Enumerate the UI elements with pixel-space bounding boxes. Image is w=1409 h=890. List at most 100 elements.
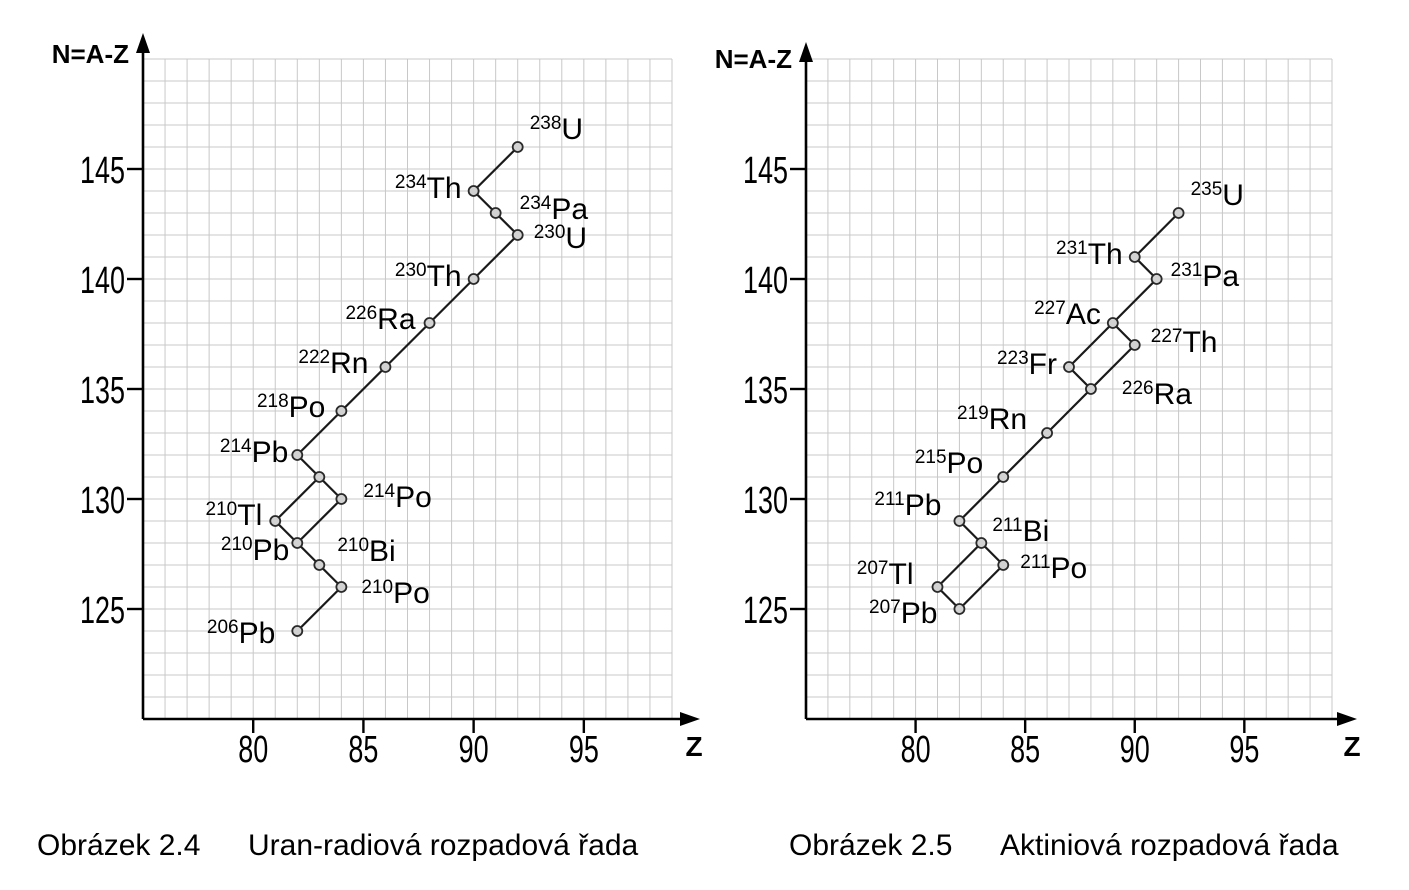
x-axis-title: Z — [685, 731, 702, 762]
data-point-207Tl — [931, 581, 944, 593]
element-symbol: Po — [1051, 552, 1088, 585]
data-point-230U — [511, 229, 524, 241]
mass-number: 214 — [220, 436, 252, 457]
x-tick-label-85: 85 — [348, 729, 378, 771]
nuclide-label-214Po: 214Po — [363, 481, 431, 514]
decay-line-214Bi-210Tl — [274, 476, 321, 522]
nuclide-label-215Po: 215Po — [915, 447, 983, 480]
element-symbol: Po — [289, 391, 326, 424]
nuclide-label-231Pa: 231Pa — [1171, 260, 1240, 293]
data-point-235U — [1172, 207, 1185, 219]
nuclide-label-219Rn: 219Rn — [957, 403, 1027, 436]
element-symbol: Tl — [889, 558, 914, 591]
decay-line-211Po-207Pb — [958, 564, 1005, 610]
mass-number: 215 — [915, 447, 947, 468]
grid — [142, 58, 673, 720]
y-axis-arrowhead — [799, 42, 813, 62]
mass-number: 231 — [1171, 260, 1203, 281]
mass-number: 227 — [1034, 298, 1066, 319]
mass-number: 234 — [395, 172, 427, 193]
y-tick-label-125: 125 — [80, 590, 125, 632]
element-symbol: Po — [947, 447, 984, 480]
nuclide-label-214Pb: 214Pb — [220, 436, 288, 469]
x-tick-label-90: 90 — [1120, 729, 1150, 771]
data-point-214Po — [335, 493, 348, 505]
mass-number: 218 — [257, 391, 289, 412]
element-symbol: Rn — [989, 403, 1027, 436]
element-symbol: Pb — [901, 597, 938, 630]
element-symbol: U — [1222, 179, 1244, 212]
data-point-211Bi — [975, 537, 988, 549]
decay-line-227Ac-223Fr — [1068, 322, 1114, 368]
mass-number: 227 — [1151, 326, 1183, 347]
nuclide-label-231Th: 231Th — [1056, 238, 1123, 271]
data-point-227Ac — [1106, 317, 1119, 329]
mass-number: 219 — [957, 403, 989, 424]
decay-line-230Th-226Ra — [428, 278, 475, 324]
element-symbol: Th — [427, 172, 462, 205]
y-axis-title: N=A-Z — [715, 44, 792, 74]
data-point-210Pb — [291, 537, 304, 549]
element-symbol: Rn — [330, 347, 368, 380]
element-symbol: Pb — [905, 489, 942, 522]
y-tick-label-130: 130 — [743, 480, 788, 522]
element-symbol: Bi — [369, 535, 396, 568]
data-point-226Ra — [1085, 383, 1097, 395]
mass-number: 210 — [337, 535, 369, 556]
mass-number: 238 — [530, 113, 562, 134]
caption-title-actinium: Aktiniová rozpadová řada — [1000, 829, 1339, 863]
decay-line-226Ra-219Rn — [1046, 388, 1092, 434]
caption-title-uranium-radium: Uran-radiová rozpadová řada — [248, 829, 638, 863]
caption-number: Obrázek 2.5 — [789, 829, 953, 862]
mass-number: 223 — [997, 348, 1029, 369]
data-point-218Po — [335, 405, 348, 417]
element-symbol: Bi — [1023, 515, 1050, 548]
nuclide-label-207Pb: 207Pb — [869, 597, 937, 630]
nuclide-label-211Po: 211Po — [1020, 552, 1087, 585]
data-point-211Pb — [953, 515, 966, 527]
y-tick-label-135: 135 — [80, 370, 125, 412]
element-symbol: Ra — [1154, 378, 1193, 411]
mass-number: 210 — [221, 534, 253, 555]
decay-line-235U-231Th — [1133, 212, 1180, 258]
nuclide-label-206Pb: 206Pb — [207, 617, 275, 650]
mass-number: 210 — [206, 499, 238, 520]
caption-figure-2-5: Obrázek 2.5 — [789, 829, 952, 863]
nuclide-label-227Th: 227Th — [1151, 326, 1218, 359]
x-axis-arrowhead — [1337, 712, 1357, 726]
data-point-215Po — [997, 471, 1010, 483]
element-symbol: Po — [395, 481, 432, 514]
element-symbol: Pb — [253, 534, 290, 567]
decay-line-222Rn-218Po — [340, 366, 387, 412]
y-tick-label-145: 145 — [80, 150, 125, 192]
y-tick-label-140: 140 — [743, 260, 788, 302]
nuclide-label-211Pb: 211Pb — [874, 489, 941, 522]
element-symbol: Fr — [1029, 348, 1057, 381]
mass-number: 226 — [345, 303, 377, 324]
data-point-230Th — [467, 273, 480, 285]
y-axis-title: N=A-Z — [52, 39, 129, 69]
decay-line-219Rn-215Po — [1002, 432, 1048, 478]
data-point-222Rn — [379, 361, 392, 373]
data-point-223Fr — [1063, 361, 1075, 373]
nuclide-label-238U: 238U — [530, 113, 583, 146]
data-point-231Pa — [1150, 273, 1163, 285]
x-tick-label-80: 80 — [238, 729, 268, 771]
decay-line-215Po-211Pb — [958, 476, 1005, 522]
decay-line-210Po-206Pb — [296, 586, 343, 632]
x-tick-label-95: 95 — [569, 729, 599, 771]
element-symbol: U — [561, 113, 583, 146]
x-tick-label-85: 85 — [1010, 729, 1040, 771]
data-point-231Th — [1128, 251, 1141, 263]
data-point-210Bi — [313, 559, 326, 571]
mass-number: 230 — [534, 222, 566, 243]
data-point-211Po — [997, 559, 1010, 571]
y-tick-label-125: 125 — [743, 590, 788, 632]
nuclide-label-234Th: 234Th — [395, 172, 462, 205]
mass-number: 211 — [992, 515, 1022, 536]
data-point-234Pa — [489, 207, 502, 219]
element-symbol: Pb — [239, 617, 276, 650]
mass-number: 214 — [363, 481, 395, 502]
